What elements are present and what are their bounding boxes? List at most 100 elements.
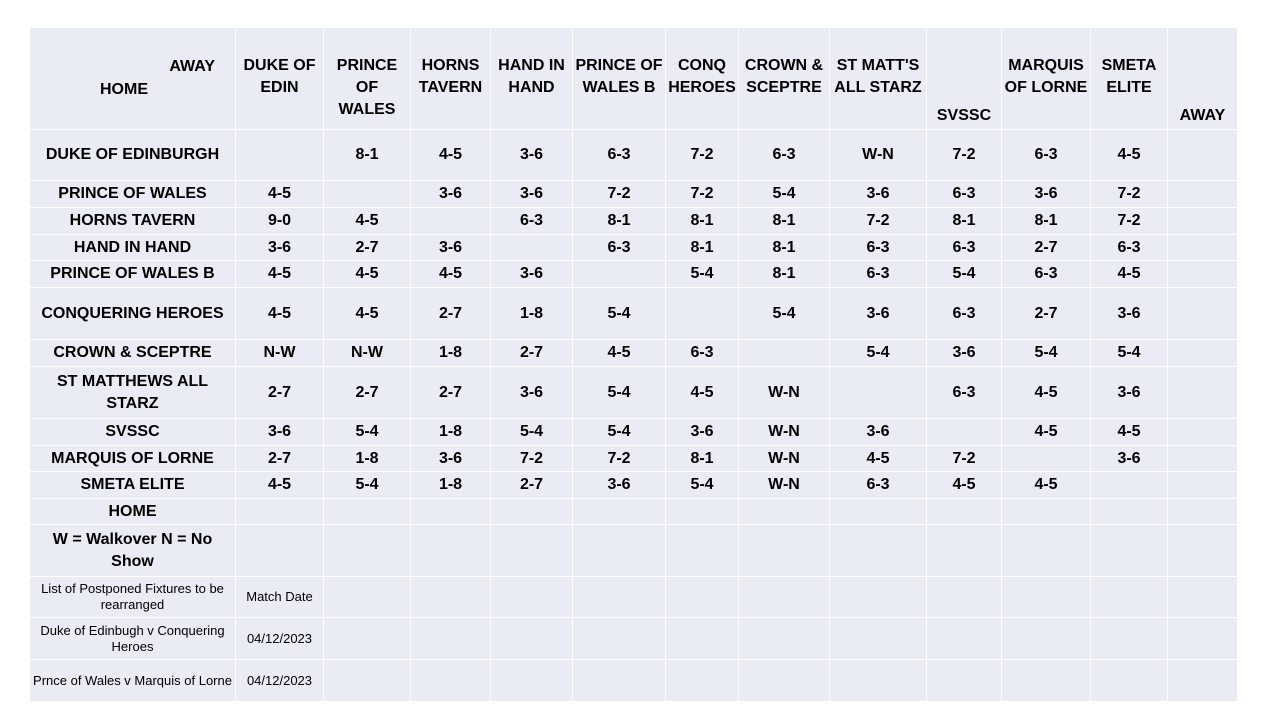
score-cell: W-N bbox=[738, 445, 830, 472]
score-cell: 3-6 bbox=[926, 339, 1002, 367]
legend-text: W = Walkover N = No Show bbox=[29, 524, 236, 577]
corner-home-label: HOME bbox=[100, 81, 148, 98]
header-row: AWAY HOME DUKE OF EDIN PRINCE OF WALES H… bbox=[29, 27, 1238, 130]
empty-cell bbox=[490, 659, 573, 702]
score-cell: 8-1 bbox=[572, 207, 666, 235]
score-cell: N-W bbox=[323, 339, 411, 367]
column-header: MARQUIS OF LORNE bbox=[1001, 27, 1091, 130]
score-cell: 3-6 bbox=[1090, 366, 1168, 419]
column-header: ST MATT'S ALL STARZ bbox=[829, 27, 927, 130]
score-cell: 8-1 bbox=[926, 207, 1002, 235]
empty-cell bbox=[665, 659, 739, 702]
score-cell: W-N bbox=[738, 471, 830, 499]
score-cell bbox=[926, 418, 1002, 446]
empty-cell bbox=[323, 498, 411, 525]
score-cell bbox=[490, 234, 573, 261]
score-cell: 5-4 bbox=[665, 260, 739, 288]
score-cell: 6-3 bbox=[1001, 260, 1091, 288]
score-cell bbox=[1167, 366, 1238, 419]
empty-cell bbox=[1001, 576, 1091, 618]
score-cell bbox=[829, 366, 927, 419]
table-row: W = Walkover N = No Show bbox=[29, 524, 1238, 577]
score-cell: W-N bbox=[829, 129, 927, 181]
empty-cell bbox=[829, 659, 927, 702]
score-cell: 7-2 bbox=[829, 207, 927, 235]
score-cell: 8-1 bbox=[738, 260, 830, 288]
score-cell: 3-6 bbox=[410, 234, 491, 261]
empty-cell bbox=[1167, 498, 1238, 525]
score-cell: 7-2 bbox=[572, 180, 666, 208]
home-team-label: CONQUERING HEROES bbox=[29, 287, 236, 340]
score-cell: 5-4 bbox=[572, 418, 666, 446]
empty-cell bbox=[572, 576, 666, 618]
empty-cell bbox=[323, 659, 411, 702]
home-team-label: PRINCE OF WALES bbox=[29, 180, 236, 208]
postponed-title: List of Postponed Fixtures to be rearran… bbox=[29, 576, 236, 618]
score-cell: 7-2 bbox=[926, 129, 1002, 181]
score-cell bbox=[1167, 180, 1238, 208]
home-team-label: ST MATTHEWS ALL STARZ bbox=[29, 366, 236, 419]
score-cell: 5-4 bbox=[926, 260, 1002, 288]
empty-cell bbox=[829, 498, 927, 525]
score-cell bbox=[1167, 418, 1238, 446]
table-row: HAND IN HAND 3-6 2-7 3-6 6-3 8-1 8-1 6-3 6-3 2-7 6… bbox=[29, 234, 1238, 261]
score-cell: 3-6 bbox=[1090, 445, 1168, 472]
score-cell: 5-4 bbox=[572, 366, 666, 419]
empty-cell bbox=[738, 498, 830, 525]
score-cell: 2-7 bbox=[323, 234, 411, 261]
table-row: PRINCE OF WALES B 4-5 4-5 4-5 3-6 5-4 8-1 6-3 5-… bbox=[29, 260, 1238, 288]
score-cell: 2-7 bbox=[1001, 234, 1091, 261]
score-cell bbox=[1090, 471, 1168, 499]
empty-cell bbox=[1167, 524, 1238, 577]
empty-cell bbox=[926, 617, 1002, 660]
score-cell bbox=[1167, 207, 1238, 235]
score-cell: 2-7 bbox=[490, 339, 573, 367]
score-cell: 2-7 bbox=[410, 366, 491, 419]
score-cell bbox=[738, 339, 830, 367]
score-cell bbox=[323, 180, 411, 208]
score-cell: 6-3 bbox=[1001, 129, 1091, 181]
column-header: CROWN & SCEPTRE bbox=[738, 27, 830, 130]
score-cell: 6-3 bbox=[665, 339, 739, 367]
score-cell bbox=[572, 260, 666, 288]
table-row: HOME bbox=[29, 498, 1238, 525]
score-cell: 5-4 bbox=[323, 471, 411, 499]
empty-cell bbox=[1090, 498, 1168, 525]
score-cell: 5-4 bbox=[572, 287, 666, 340]
score-cell bbox=[235, 129, 324, 181]
empty-cell bbox=[410, 576, 491, 618]
score-cell: 5-4 bbox=[1001, 339, 1091, 367]
home-footer-label: HOME bbox=[29, 498, 236, 525]
score-cell: 4-5 bbox=[235, 180, 324, 208]
home-team-label: CROWN & SCEPTRE bbox=[29, 339, 236, 367]
score-cell: 4-5 bbox=[665, 366, 739, 419]
score-cell: 5-4 bbox=[738, 180, 830, 208]
score-cell: 5-4 bbox=[323, 418, 411, 446]
match-date-header: Match Date bbox=[235, 576, 324, 618]
table-row: CONQUERING HEROES 4-5 4-5 2-7 1-8 5-4 5-4 3-6 6-… bbox=[29, 287, 1238, 340]
score-cell: 6-3 bbox=[926, 234, 1002, 261]
column-header: PRINCE OF WALES B bbox=[572, 27, 666, 130]
empty-cell bbox=[572, 524, 666, 577]
score-cell: 6-3 bbox=[1090, 234, 1168, 261]
score-cell: 8-1 bbox=[665, 234, 739, 261]
score-cell: 4-5 bbox=[926, 471, 1002, 499]
score-cell: 2-7 bbox=[410, 287, 491, 340]
empty-cell bbox=[490, 524, 573, 577]
score-cell: 6-3 bbox=[926, 287, 1002, 340]
table-row: PRINCE OF WALES 4-5 3-6 3-6 7-2 7-2 5-4 3-6 6-3 3… bbox=[29, 180, 1238, 208]
score-cell: 4-5 bbox=[323, 287, 411, 340]
score-cell: 7-2 bbox=[490, 445, 573, 472]
postponed-fixture: Duke of Edinbugh v Conquering Heroes bbox=[29, 617, 236, 660]
score-cell bbox=[1167, 445, 1238, 472]
empty-cell bbox=[410, 498, 491, 525]
score-cell: 2-7 bbox=[235, 366, 324, 419]
empty-cell bbox=[235, 498, 324, 525]
column-header: SMETA ELITE bbox=[1090, 27, 1168, 130]
score-cell bbox=[1167, 287, 1238, 340]
score-cell: 1-8 bbox=[410, 471, 491, 499]
score-cell bbox=[1001, 445, 1091, 472]
score-cell bbox=[1167, 234, 1238, 261]
empty-cell bbox=[490, 576, 573, 618]
score-cell: 2-7 bbox=[323, 366, 411, 419]
